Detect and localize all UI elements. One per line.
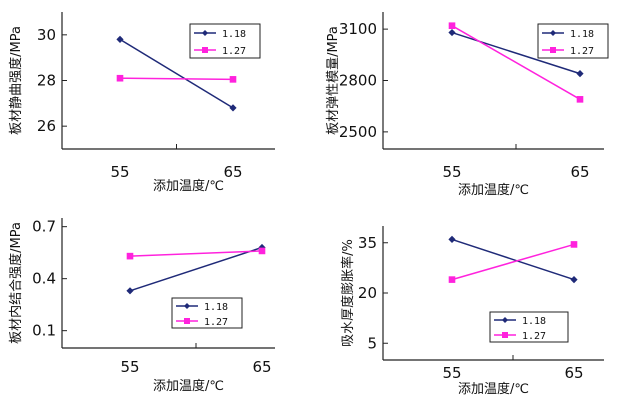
series-line-1.27 <box>451 25 581 100</box>
legend-marker-diamond <box>184 303 190 309</box>
chart-panel-2: 2500 2800 3100 55 65 添加温度/℃ 板材弹性模量/MPa 1.18 1.27 <box>326 12 609 198</box>
x-tick-label: 55 <box>120 358 139 376</box>
data-point-diamond <box>576 70 584 78</box>
legend-label: 1.18 <box>570 29 594 40</box>
legend-label: 1.27 <box>204 317 228 328</box>
y-axis-title: 板材内结合强度/MPa <box>8 222 24 344</box>
legend-box <box>189 23 261 59</box>
y-tick-label: 0.1 <box>32 322 56 340</box>
legend-box <box>537 23 609 59</box>
legend-box <box>171 297 243 329</box>
x-axis-title: 添加温度/℃ <box>458 182 529 198</box>
y-tick-label: 35 <box>358 234 377 252</box>
legend-marker-square <box>184 318 190 324</box>
series-line-1.18 <box>451 31 581 75</box>
x-axis-title: 添加温度/℃ <box>458 381 529 397</box>
y-axis-title: 吸水厚度膨胀率/% <box>340 239 356 347</box>
legend-marker-diamond <box>550 30 556 36</box>
data-point-diamond <box>448 28 456 37</box>
data-point-diamond <box>229 104 237 112</box>
data-point-square <box>448 22 456 29</box>
legend-label: 1.18 <box>222 29 246 40</box>
y-axis-title: 板材静曲强度/MPa <box>8 26 24 135</box>
series-line-1.27 <box>451 243 575 281</box>
legend-marker-diamond <box>202 30 208 36</box>
y-tick-label: 2500 <box>339 123 377 141</box>
data-point-square <box>570 241 578 248</box>
legend-marker-diamond <box>502 317 508 323</box>
x-tick-label: 65 <box>564 364 583 382</box>
y-tick-label: 26 <box>37 117 56 135</box>
legend-label: 1.27 <box>222 46 246 57</box>
x-tick-label: 65 <box>252 358 271 376</box>
y-axis-title: 板材弹性模量/MPa <box>326 26 341 135</box>
chart-panel-4: 5 20 35 55 65 添加温度/℃ 吸水厚度膨胀率/% 1.18 1.27 <box>340 226 604 397</box>
legend: 1.18 1.27 <box>537 23 609 59</box>
x-axis-title: 添加温度/℃ <box>153 178 224 194</box>
data-point-square <box>229 76 237 83</box>
y-tick-label: 3100 <box>339 20 377 38</box>
data-point-square <box>258 247 266 255</box>
legend-label: 1.18 <box>204 302 228 313</box>
legend-label: 1.27 <box>522 331 546 342</box>
y-tick-label: 5 <box>367 334 377 352</box>
data-point-diamond <box>448 235 456 243</box>
data-point-square <box>116 74 124 82</box>
y-tick-label: 2800 <box>339 72 377 90</box>
data-point-square <box>448 276 456 283</box>
y-tick-label: 0.4 <box>32 270 56 288</box>
x-tick-label: 65 <box>570 163 589 181</box>
legend: 1.18 1.27 <box>489 311 569 343</box>
y-tick-label: 20 <box>358 284 377 302</box>
legend-marker-square <box>502 332 508 338</box>
data-point-square <box>126 252 134 260</box>
legend-marker-square <box>550 47 556 53</box>
x-tick-label: 55 <box>110 163 129 181</box>
y-tick-label: 30 <box>37 26 56 44</box>
data-point-square <box>576 96 584 103</box>
legend: 1.18 1.27 <box>171 297 243 329</box>
legend-label: 1.18 <box>522 316 546 327</box>
chart-panel-3: 0.1 0.4 0.7 55 65 添加温度/℃ 板材内结合强度/MPa 1.18 1.27 <box>8 218 275 394</box>
series-line-1.18 <box>129 246 263 292</box>
legend-marker-square <box>202 47 208 53</box>
x-tick-label: 55 <box>442 163 461 181</box>
data-point-diamond <box>116 35 124 43</box>
series-line-1.18 <box>451 238 575 281</box>
legend-label: 1.27 <box>570 46 594 57</box>
y-tick-label: 28 <box>37 72 56 90</box>
x-tick-label: 65 <box>223 163 242 181</box>
x-tick-label: 55 <box>442 364 461 382</box>
data-point-diamond <box>126 287 134 295</box>
y-tick-label: 0.7 <box>32 218 56 236</box>
series-line-1.18 <box>119 38 234 109</box>
x-axis-title: 添加温度/℃ <box>153 378 224 394</box>
data-point-diamond <box>570 276 578 284</box>
series-line-1.27 <box>119 77 234 81</box>
legend: 1.18 1.27 <box>189 23 261 59</box>
series-line-1.27 <box>129 250 263 257</box>
